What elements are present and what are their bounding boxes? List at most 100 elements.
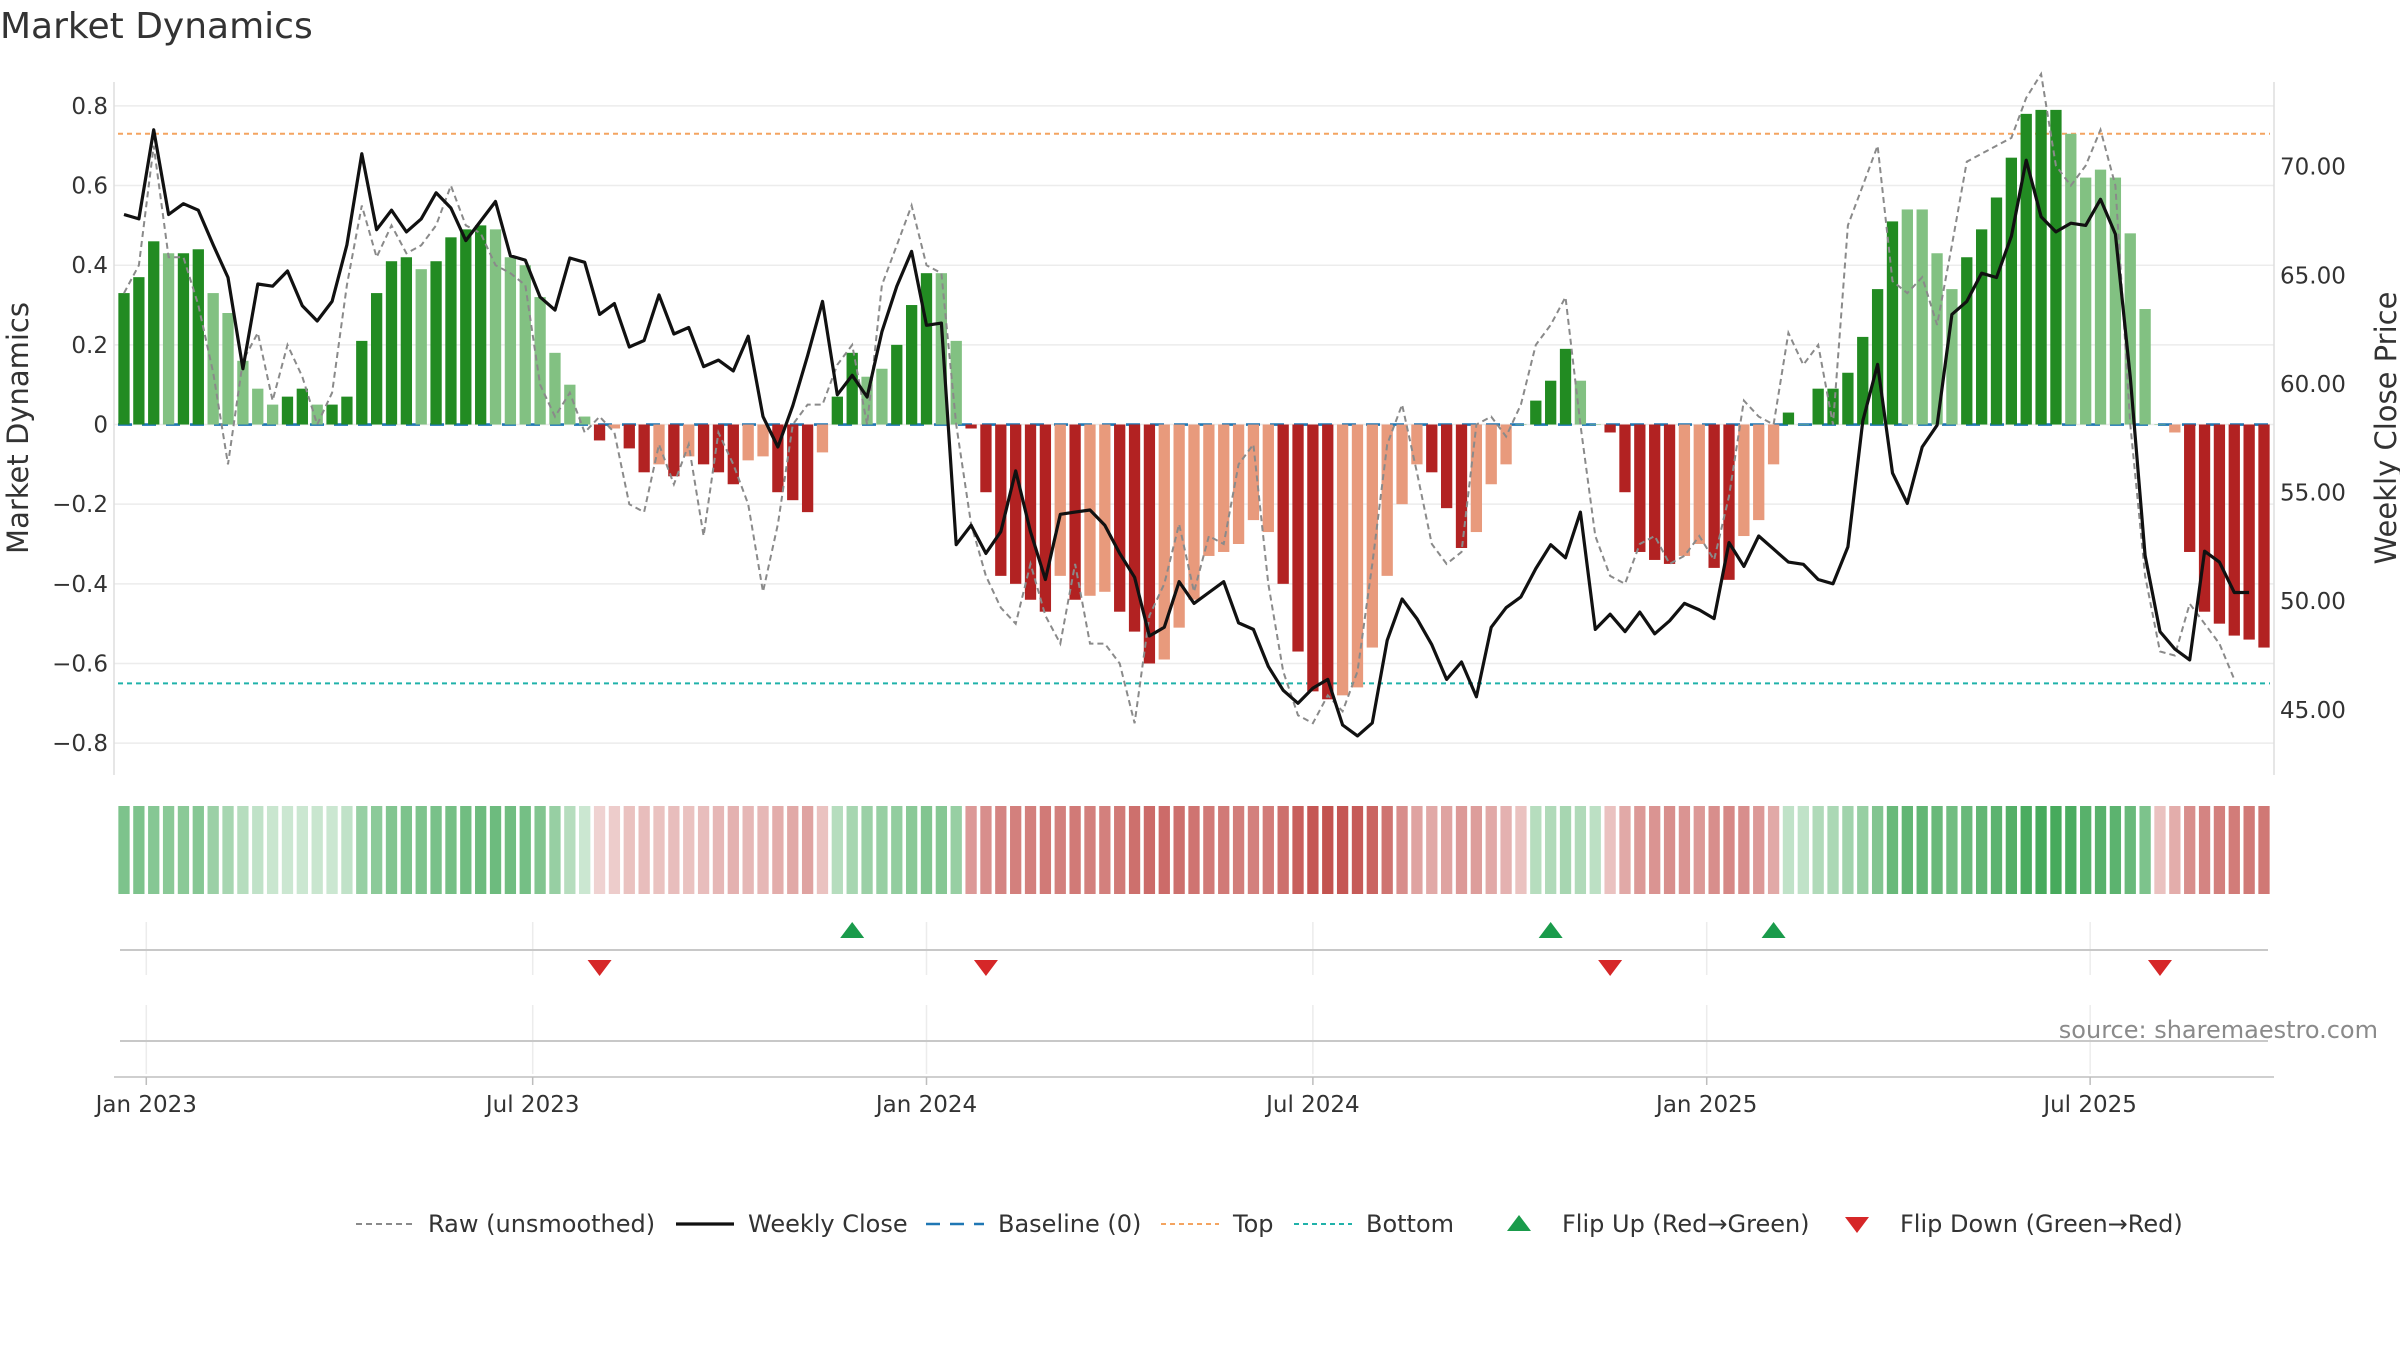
legend-item-top: Top bbox=[1161, 1210, 1274, 1238]
bar-0 bbox=[118, 293, 130, 425]
regime-cell-66 bbox=[1099, 806, 1111, 894]
regime-cell-103 bbox=[1649, 806, 1661, 894]
regime-cell-79 bbox=[1292, 806, 1304, 894]
regime-cell-6 bbox=[207, 806, 219, 894]
regime-cell-56 bbox=[950, 806, 962, 894]
bar-134 bbox=[2109, 177, 2122, 425]
regime-cell-32 bbox=[593, 806, 606, 894]
regime-cell-65 bbox=[1084, 806, 1096, 894]
bar-81 bbox=[1322, 424, 1334, 700]
regime-cell-109 bbox=[1738, 806, 1750, 894]
bar-69 bbox=[1143, 424, 1156, 664]
bar-39 bbox=[697, 424, 710, 465]
bar-80 bbox=[1307, 424, 1319, 692]
regime-cell-93 bbox=[1500, 806, 1512, 894]
legend-item-flip_down: Flip Down (Green→Red) bbox=[1845, 1210, 2183, 1238]
bar-47 bbox=[816, 424, 829, 453]
regime-cell-28 bbox=[534, 806, 546, 894]
bar-90 bbox=[1455, 424, 1468, 548]
bar-50 bbox=[861, 376, 873, 425]
bar-73 bbox=[1203, 424, 1215, 556]
flip-up-marker-0 bbox=[840, 922, 865, 938]
bar-51 bbox=[876, 368, 888, 425]
bar-59 bbox=[995, 424, 1007, 576]
regime-cell-11 bbox=[281, 806, 294, 894]
y2-tick-label-0: 70.00 bbox=[2280, 155, 2346, 181]
regime-cell-44 bbox=[772, 806, 784, 894]
regime-cell-2 bbox=[148, 806, 160, 894]
regime-cell-115 bbox=[1827, 806, 1839, 894]
regime-cell-95 bbox=[1530, 806, 1542, 894]
regime-cell-71 bbox=[1173, 806, 1185, 894]
regime-cell-45 bbox=[787, 806, 799, 894]
bar-57 bbox=[965, 424, 977, 429]
bar-84 bbox=[1366, 424, 1378, 648]
bar-20 bbox=[415, 269, 427, 425]
regime-cell-114 bbox=[1812, 806, 1824, 894]
bar-22 bbox=[445, 237, 457, 425]
regime-cell-125 bbox=[1975, 806, 1988, 894]
bar-29 bbox=[549, 352, 561, 425]
regime-cell-7 bbox=[222, 806, 234, 894]
bar-3 bbox=[162, 253, 175, 425]
bar-142 bbox=[2228, 424, 2240, 636]
regime-cell-16 bbox=[356, 806, 368, 894]
regime-cell-59 bbox=[995, 806, 1007, 894]
bar-101 bbox=[1619, 424, 1631, 493]
bar-79 bbox=[1292, 424, 1304, 652]
regime-cell-131 bbox=[2065, 806, 2077, 894]
regime-cell-10 bbox=[266, 806, 279, 894]
x-tick-label-5: Jul 2025 bbox=[2041, 1092, 2137, 1118]
regime-cell-142 bbox=[2228, 806, 2240, 894]
legend-label-flip_up: Flip Up (Red→Green) bbox=[1562, 1210, 1810, 1238]
bar-17 bbox=[370, 293, 383, 425]
y2-tick-label-3: 55.00 bbox=[2280, 481, 2346, 507]
bar-121 bbox=[1916, 209, 1928, 425]
flip-down-marker-2 bbox=[1598, 960, 1623, 976]
regime-cell-88 bbox=[1426, 806, 1438, 894]
bar-52 bbox=[891, 344, 903, 425]
bar-125 bbox=[1975, 229, 1988, 425]
regime-cell-82 bbox=[1336, 806, 1349, 894]
bar-31 bbox=[579, 416, 591, 425]
bar-77 bbox=[1262, 424, 1274, 533]
y-tick-label-2: 0.4 bbox=[71, 253, 108, 279]
regime-cell-134 bbox=[2109, 806, 2122, 894]
bar-26 bbox=[504, 257, 517, 425]
regime-cell-37 bbox=[668, 806, 680, 894]
flip-down-marker-0 bbox=[587, 960, 612, 976]
legend-item-flip_up: Flip Up (Red→Green) bbox=[1507, 1210, 1810, 1238]
y-tick-label-6: −0.4 bbox=[52, 572, 108, 598]
regime-cell-24 bbox=[475, 806, 487, 894]
regime-cell-141 bbox=[2213, 806, 2226, 894]
regime-cell-98 bbox=[1574, 806, 1587, 894]
bar-98 bbox=[1574, 380, 1587, 425]
regime-cell-92 bbox=[1485, 806, 1497, 894]
regime-cell-67 bbox=[1114, 806, 1126, 894]
bar-104 bbox=[1663, 424, 1676, 564]
bar-7 bbox=[222, 313, 234, 425]
regime-cell-69 bbox=[1143, 806, 1156, 894]
flip-markers bbox=[587, 922, 2172, 976]
bar-37 bbox=[668, 424, 680, 477]
bar-140 bbox=[2198, 424, 2211, 612]
legend-label-raw: Raw (unsmoothed) bbox=[428, 1210, 655, 1238]
bar-119 bbox=[1886, 221, 1899, 425]
legend-label-flip_down: Flip Down (Green→Red) bbox=[1900, 1210, 2183, 1238]
legend-label-close: Weekly Close bbox=[748, 1210, 908, 1238]
regime-cell-1 bbox=[133, 806, 145, 894]
regime-cell-87 bbox=[1411, 806, 1423, 894]
bar-103 bbox=[1649, 424, 1661, 560]
legend-label-bottom: Bottom bbox=[1366, 1210, 1454, 1238]
regime-cell-107 bbox=[1708, 806, 1720, 894]
bar-122 bbox=[1931, 253, 1943, 425]
regime-cell-130 bbox=[2050, 806, 2062, 894]
y-axis-ticks: 0.8 0.6 0.4 0.2 0 −0.2 −0.4 −0.6 −0.8 bbox=[52, 94, 108, 757]
bar-36 bbox=[653, 424, 665, 465]
regime-cell-84 bbox=[1366, 806, 1378, 894]
bar-78 bbox=[1277, 424, 1289, 584]
regime-cell-102 bbox=[1634, 806, 1646, 894]
bar-110 bbox=[1753, 424, 1765, 521]
flip-down-marker-3 bbox=[2147, 960, 2172, 976]
bar-133 bbox=[2094, 169, 2107, 425]
